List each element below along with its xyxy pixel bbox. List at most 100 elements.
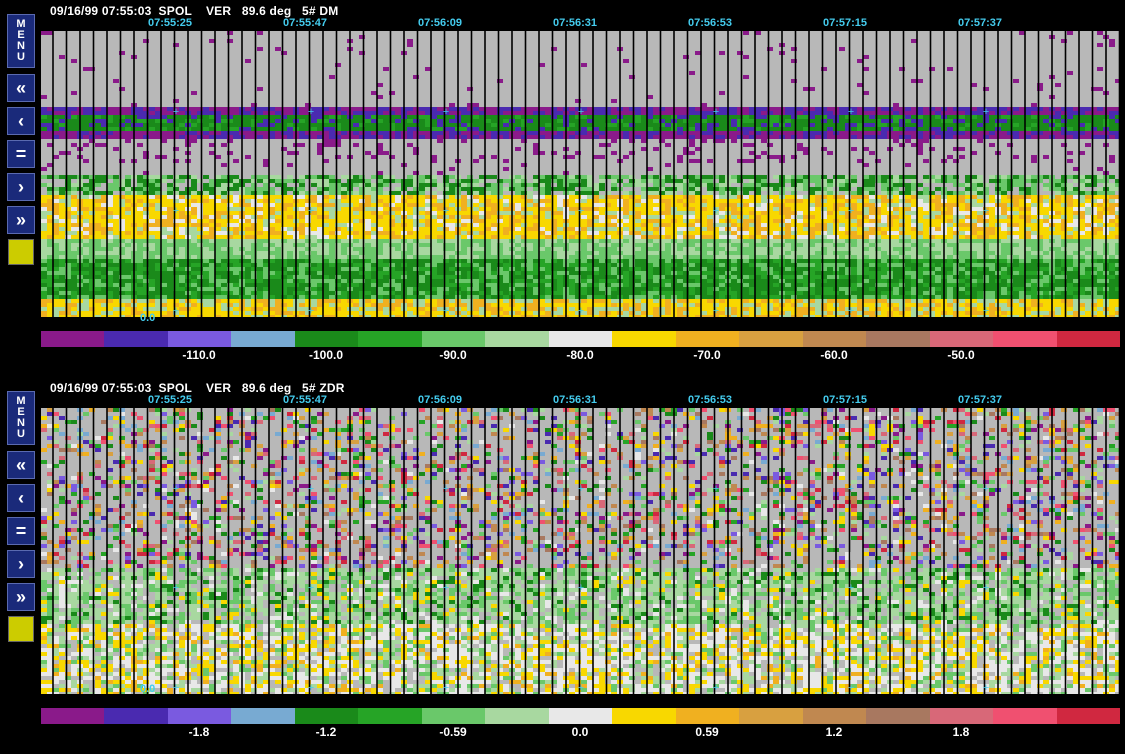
colorbar-segment	[485, 331, 549, 347]
dm-colorbar-label: -50.0	[947, 348, 975, 362]
colorbar-segment	[358, 708, 422, 724]
zdr-time-label: 07:55:25	[148, 394, 193, 406]
grid-markers: +++++++++++++++++++++	[173, 483, 989, 694]
zdr-time-label: 07:56:09	[418, 394, 463, 406]
zdr-time-label: 07:56:31	[553, 394, 598, 406]
colorbar-segment	[1056, 708, 1120, 724]
menu-button[interactable]: M E N U	[7, 14, 35, 68]
dm-header: 09/16/99 07:55:03 SPOL VER 89.6 deg 5# D…	[50, 4, 339, 18]
colorbar-segment	[294, 331, 359, 347]
radar-cells	[41, 31, 1120, 317]
colorbar-segment	[231, 331, 295, 347]
colorbar-segment	[104, 708, 168, 724]
fast-forward-button[interactable]: »	[7, 206, 35, 234]
zdr-panel: 09/16/99 07:55:03 SPOL VER 89.6 deg 5# Z…	[0, 377, 1125, 754]
colorbar-segment	[675, 708, 740, 724]
dm-y-label: 0.0	[140, 312, 156, 324]
menu-letter: U	[17, 428, 25, 440]
zdr-time-label: 07:55:47	[283, 394, 328, 406]
colorbar-segment	[739, 331, 803, 347]
colorbar-segment	[802, 708, 867, 724]
zdr-colorbar	[41, 708, 1120, 724]
colorbar-segment	[231, 708, 295, 724]
menu-letter: M	[16, 395, 26, 407]
colorbar-segment	[548, 331, 613, 347]
dm-colorbar-label: -90.0	[439, 348, 467, 362]
equal-button[interactable]: =	[7, 517, 35, 545]
colorbar-segment	[421, 331, 486, 347]
dm-radar-image: +++++++++++++++++++++	[41, 31, 1120, 317]
colorbar-segment	[993, 331, 1057, 347]
radar-cells	[41, 408, 1120, 694]
zdr-colorbar-label: 1.2	[825, 725, 843, 739]
dm-time-label: 07:57:15	[823, 17, 868, 29]
colorbar-segment	[929, 331, 994, 347]
zdr-colorbar-label: 0.0	[571, 725, 589, 739]
colorbar-segment	[675, 331, 740, 347]
colorbar-segment	[993, 708, 1057, 724]
zdr-y-label: 0.0	[140, 683, 156, 695]
dm-colorbar-label: -110.0	[182, 348, 216, 362]
menu-letter: N	[17, 40, 25, 52]
zdr-colorbar-label: 1.8	[952, 725, 970, 739]
grid-markers: +++++++++++++++++++++	[173, 106, 989, 317]
colorbar-segment	[1056, 331, 1120, 347]
dm-colorbar-label: -70.0	[693, 348, 721, 362]
colorbar-segment	[548, 708, 613, 724]
fast-forward-button[interactable]: »	[7, 583, 35, 611]
rewind-button[interactable]: «	[7, 74, 35, 102]
color-swatch-button[interactable]	[8, 239, 34, 265]
colorbar-segment	[41, 708, 105, 724]
dm-time-label: 07:57:37	[958, 17, 1003, 29]
dm-time-label: 07:55:25	[148, 17, 193, 29]
zdr-time-label: 07:57:15	[823, 394, 868, 406]
zdr-time-label: 07:57:37	[958, 394, 1003, 406]
menu-letter: E	[17, 406, 25, 418]
colorbar-segment	[104, 331, 168, 347]
ray-lines	[52, 408, 1120, 694]
menu-button[interactable]: M E N U	[7, 391, 35, 445]
zdr-colorbar-label: 0.59	[695, 725, 719, 739]
colorbar-segment	[167, 331, 232, 347]
zdr-plot-area[interactable]: + + + + + + + + + + + + + + + + + + + + +	[41, 408, 1120, 694]
colorbar-segment	[41, 331, 105, 347]
step-forward-button[interactable]: ›	[7, 550, 35, 578]
ray-lines	[52, 31, 1120, 317]
equal-button[interactable]: =	[7, 140, 35, 168]
colorbar-segment	[294, 708, 359, 724]
rewind-button[interactable]: «	[7, 451, 35, 479]
menu-letter: N	[17, 417, 25, 429]
dm-plot-area[interactable]: + + + + + + + + + + + + + + + + + + + + +	[41, 31, 1120, 317]
zdr-colorbar-label: -1.2	[315, 725, 337, 739]
colorbar-segment	[421, 708, 486, 724]
dm-colorbar-label: -100.0	[308, 348, 344, 362]
step-back-button[interactable]: ‹	[7, 484, 35, 512]
zdr-header: 09/16/99 07:55:03 SPOL VER 89.6 deg 5# Z…	[50, 381, 345, 395]
menu-letter: M	[16, 18, 26, 30]
colorbar-segment	[802, 331, 867, 347]
colorbar-segment	[167, 708, 232, 724]
step-forward-button[interactable]: ›	[7, 173, 35, 201]
step-back-button[interactable]: ‹	[7, 107, 35, 135]
colorbar-segment	[866, 708, 930, 724]
colorbar-segment	[866, 331, 930, 347]
zdr-time-label: 07:56:53	[688, 394, 733, 406]
dm-time-label: 07:56:53	[688, 17, 733, 29]
colorbar-segment	[612, 331, 676, 347]
dm-colorbar	[41, 331, 1120, 347]
zdr-radar-image: +++++++++++++++++++++	[41, 408, 1120, 694]
dm-colorbar-label: -80.0	[566, 348, 594, 362]
zdr-colorbar-label: -0.59	[439, 725, 467, 739]
dm-time-label: 07:56:09	[418, 17, 463, 29]
color-swatch-button[interactable]	[8, 616, 34, 642]
dm-colorbar-label: -60.0	[820, 348, 848, 362]
colorbar-segment	[612, 708, 676, 724]
dm-time-label: 07:55:47	[283, 17, 328, 29]
menu-letter: U	[17, 51, 25, 63]
dm-time-label: 07:56:31	[553, 17, 598, 29]
dm-panel: 09/16/99 07:55:03 SPOL VER 89.6 deg 5# D…	[7, 4, 1120, 362]
colorbar-segment	[485, 708, 549, 724]
menu-letter: E	[17, 29, 25, 41]
colorbar-segment	[929, 708, 994, 724]
zdr-colorbar-label: -1.8	[188, 725, 210, 739]
